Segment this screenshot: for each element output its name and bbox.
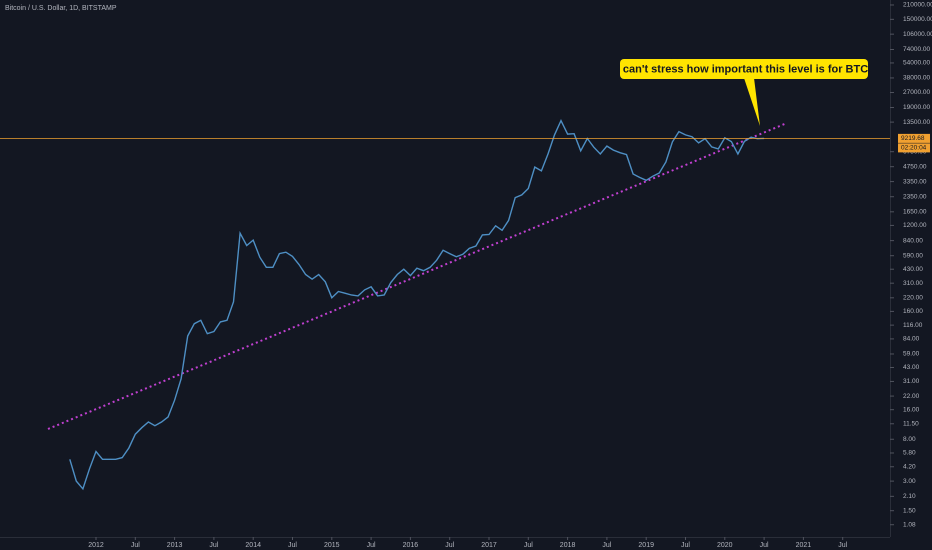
y-tick-label: 116.00 xyxy=(903,322,923,329)
y-tick-label: 2.10 xyxy=(903,493,916,500)
y-tick-label: 8.00 xyxy=(903,436,916,443)
y-tick-label: 84.00 xyxy=(903,336,920,343)
y-tick-label: 43.00 xyxy=(903,364,920,371)
x-tick-label: 2019 xyxy=(638,542,654,549)
y-tick-label: 590.00 xyxy=(903,252,923,259)
x-tick-label: 2013 xyxy=(167,542,183,549)
callout-box xyxy=(620,59,868,79)
y-tick-label: 1200.00 xyxy=(903,222,927,229)
y-tick-label: 27000.00 xyxy=(903,89,930,96)
y-tick-label: 4750.00 xyxy=(903,163,927,170)
y-tick-label: 106000.00 xyxy=(903,31,932,38)
x-tick-label: Jul xyxy=(838,542,847,549)
y-tick-label: 22.00 xyxy=(903,393,920,400)
y-tick-label: 3350.00 xyxy=(903,178,927,185)
x-tick-label: Jul xyxy=(524,542,533,549)
x-tick-label: Jul xyxy=(602,542,611,549)
y-tick-label: 19000.00 xyxy=(903,104,930,111)
y-tick-label: 310.00 xyxy=(903,280,923,287)
x-tick-label: Jul xyxy=(131,542,140,549)
x-tick-label: 2012 xyxy=(88,542,104,549)
price-line xyxy=(69,118,765,491)
y-tick-label: 160.00 xyxy=(903,308,923,315)
y-tick-label: 13500.00 xyxy=(903,119,930,126)
x-tick-label: 2018 xyxy=(560,542,576,549)
x-tick-label: Jul xyxy=(367,542,376,549)
y-tick-label: 150000.00 xyxy=(903,16,932,23)
y-tick-label: 1.08 xyxy=(903,521,916,528)
y-tick-label: 16.00 xyxy=(903,406,920,413)
trendline xyxy=(47,122,788,430)
x-tick-label: 2020 xyxy=(717,542,733,549)
x-tick-label: 2017 xyxy=(481,542,497,549)
last-price-box xyxy=(898,133,930,143)
x-tick-label: 2021 xyxy=(796,542,812,549)
y-tick-label: 1.50 xyxy=(903,507,916,514)
x-tick-label: Jul xyxy=(288,542,297,549)
x-tick-label: 2014 xyxy=(245,542,261,549)
callout: I can't stress how important this level … xyxy=(617,59,871,126)
x-tick-label: 2016 xyxy=(403,542,419,549)
y-tick-label: 31.00 xyxy=(903,378,920,385)
x-tick-label: Jul xyxy=(209,542,218,549)
countdown-label: 02:20:04 xyxy=(901,145,927,152)
y-tick-label: 840.00 xyxy=(903,237,923,244)
countdown-box xyxy=(898,143,930,153)
x-tick-label: Jul xyxy=(445,542,454,549)
y-tick-label: 210000.00 xyxy=(903,2,932,9)
x-tick-label: 2015 xyxy=(324,542,340,549)
y-tick-label: 4.20 xyxy=(903,463,916,470)
y-tick-label: 11.50 xyxy=(903,420,919,427)
x-tick-label: Jul xyxy=(681,542,690,549)
y-tick-label: 54000.00 xyxy=(903,60,930,67)
annotation: I can't stress how important this level … xyxy=(617,63,871,75)
y-tick-label: 1650.00 xyxy=(903,209,927,216)
y-tick-label: 74000.00 xyxy=(903,46,930,53)
chart-title: Bitcoin / U.S. Dollar, 1D, BITSTAMP xyxy=(5,5,117,12)
x-tick-label: Jul xyxy=(760,542,769,549)
y-tick-label: 2350.00 xyxy=(903,193,927,200)
y-tick-label: 430.00 xyxy=(903,266,923,273)
last-price-label: 9219.68 xyxy=(901,135,925,142)
y-tick-label: 38000.00 xyxy=(903,75,930,82)
callout-pointer xyxy=(744,78,760,126)
y-tick-label: 3.00 xyxy=(903,478,916,485)
y-tick-label: 5.80 xyxy=(903,450,916,457)
y-tick-label: 59.00 xyxy=(903,351,920,358)
y-tick-label: 220.00 xyxy=(903,295,923,302)
